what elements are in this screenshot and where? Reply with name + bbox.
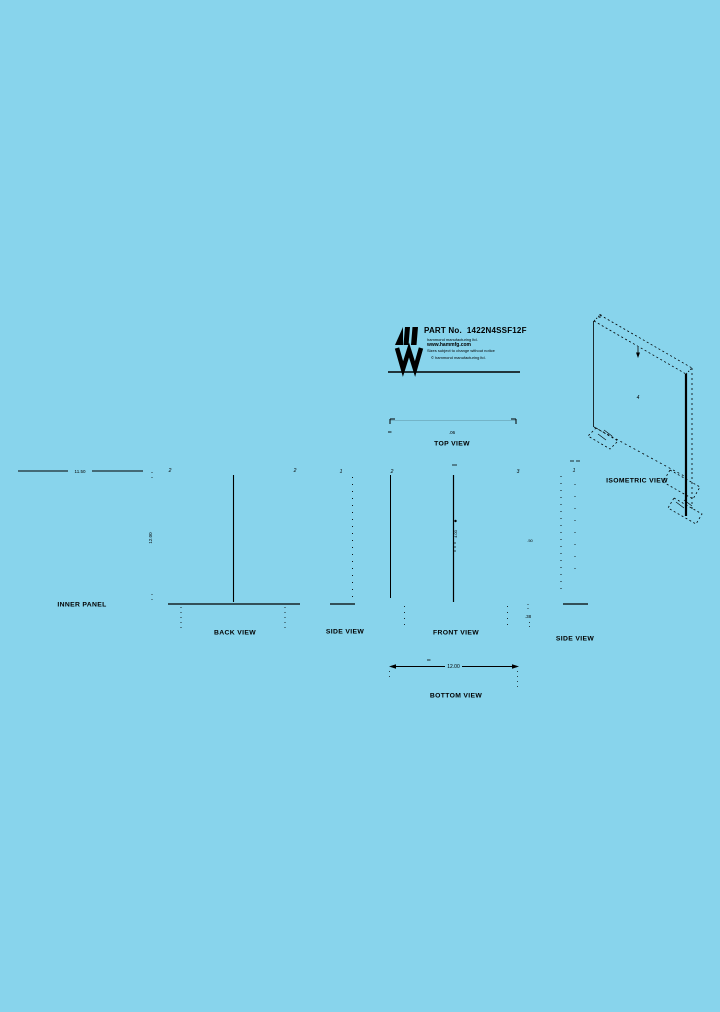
website-link[interactable]: www.hammfg.com: [427, 342, 471, 348]
iso-foot-hatch: [675, 501, 685, 509]
iso-callout-arrowhead: [636, 352, 640, 358]
iso-foot-hatch: [597, 433, 607, 441]
iso-foot-hatch: [603, 429, 613, 437]
part-number-row: PART No. 1422N4SSF12F: [424, 327, 527, 335]
dim-panel-height: 12.00: [148, 532, 153, 544]
dim-inner-width: 11.50: [75, 469, 86, 474]
logo-shape: [395, 327, 403, 345]
hammond-logo: [394, 327, 424, 377]
iso-foot-right: [662, 469, 701, 500]
back-view-label: BACK VIEW: [214, 628, 256, 637]
iso-thickness-edge: [685, 367, 693, 375]
callout-texts: 2 2 1 2 3 1 2 4: [168, 314, 640, 475]
callout-front-right: 3: [517, 469, 520, 475]
iso-thickness-edge: [593, 314, 601, 322]
side-view-left-label: SIDE VIEW: [325, 627, 365, 636]
front-view-drawing: [390, 464, 530, 628]
callout-iso-mid: 4: [637, 395, 640, 401]
logo-shape: [403, 327, 410, 345]
bottom-view-label: BOTTOM VIEW: [429, 691, 483, 700]
isometric-view-drawing: [587, 314, 703, 525]
top-view-drawing: [388, 418, 517, 433]
dim-front-center: .50: [527, 538, 533, 543]
copyright-line: © hammond manufacturing ltd.: [431, 355, 486, 360]
stud-mark: [454, 519, 457, 523]
end-flange: [389, 418, 395, 424]
front-view-label: FRONT VIEW: [432, 628, 480, 637]
dim-arrow: [389, 664, 396, 669]
isometric-view-label: ISOMETRIC VIEW: [606, 476, 668, 485]
iso-foot-hatch: [683, 499, 693, 507]
iso-bottom-edge: [593, 426, 687, 478]
dim-bottom-width: 12.00: [447, 664, 460, 670]
dim-top-thickness: .06: [449, 430, 456, 435]
dim-front-offset: .38: [525, 614, 532, 619]
logo-shape: [411, 327, 418, 345]
top-view-label: TOP VIEW: [434, 439, 470, 448]
dim-front-stud: 4.00: [453, 529, 458, 538]
callout-side-right: 1: [573, 468, 576, 474]
part-number-label: PART No.: [424, 326, 462, 335]
callout-back-right: 2: [293, 468, 297, 474]
callout-iso-top: 2: [598, 314, 602, 320]
part-number-value: 1422N4SSF12F: [466, 326, 527, 335]
dim-arrow: [512, 664, 519, 669]
side-view-right-label: SIDE VIEW: [555, 634, 595, 643]
iso-top-back-edge: [599, 314, 693, 369]
logo-shape: [394, 342, 424, 377]
dimension-texts: .06 11.50 12.00 12.00 .38 .50 4.00: [75, 430, 534, 670]
change-notice: Sizes subject to change without notice: [427, 348, 495, 353]
iso-top-edge: [593, 320, 687, 375]
company-name: hammond manufacturing ltd.: [427, 337, 478, 342]
callout-side-left: 1: [340, 469, 343, 475]
callout-front-left: 2: [390, 469, 394, 475]
inner-panel-drawing: [18, 470, 153, 602]
side-view-right-drawing: [560, 460, 588, 605]
inner-panel-label: INNER PANEL: [57, 600, 107, 609]
bottom-view-drawing: [389, 659, 519, 687]
back-view-drawing: [168, 475, 300, 628]
iso-foot-left: [587, 427, 619, 450]
callout-back-left: 2: [168, 468, 172, 474]
end-flange: [511, 418, 517, 424]
side-view-left-drawing: [330, 477, 355, 605]
